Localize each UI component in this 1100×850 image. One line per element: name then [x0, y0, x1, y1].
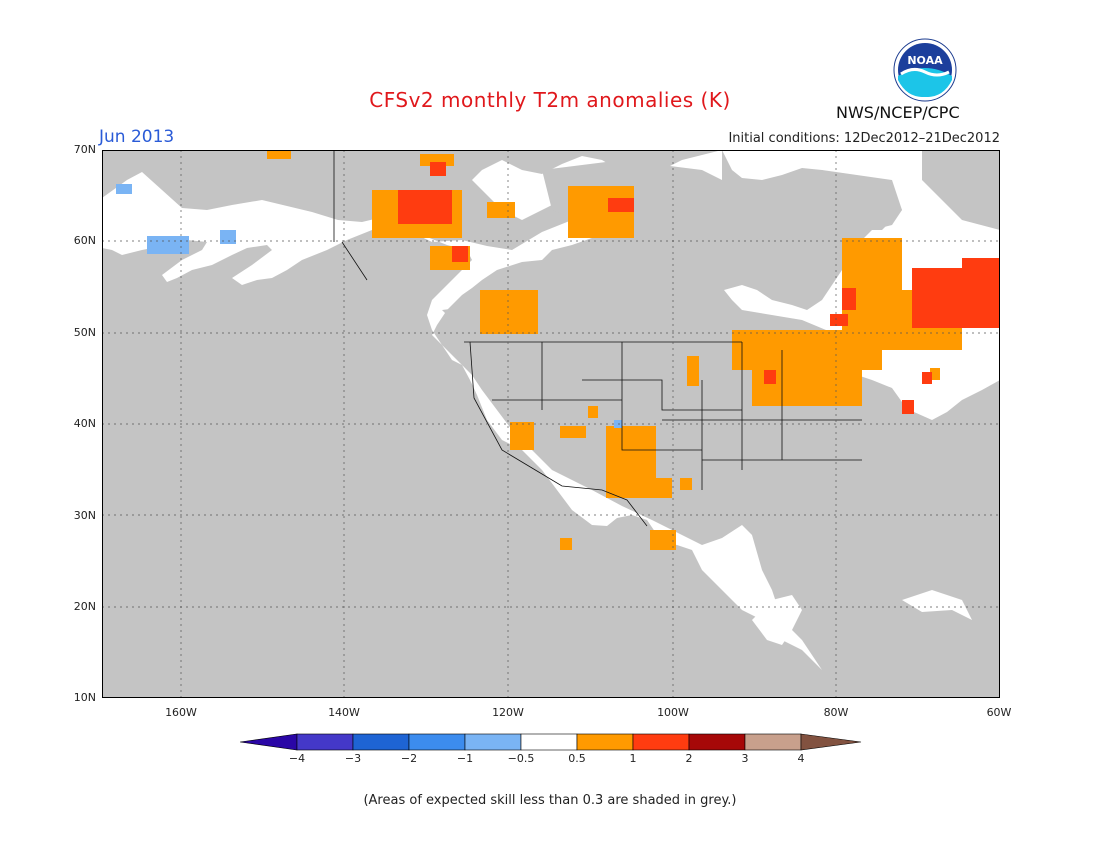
colorbar-label: 4 [797, 752, 805, 765]
y-tick-label: 70N [73, 143, 96, 156]
y-tick-label: 20N [73, 600, 96, 613]
x-tick-label: 160W [165, 706, 197, 719]
y-tick-label: 40N [73, 417, 96, 430]
map-frame [102, 150, 1000, 698]
chart-title: CFSv2 monthly T2m anomalies (K) [369, 88, 731, 112]
gridlines [102, 150, 1000, 698]
colorbar-segment [688, 733, 746, 751]
warm-anomaly-1-2 [398, 162, 1000, 414]
colorbar-segment [352, 733, 410, 751]
x-tick-label: 80W [823, 706, 849, 719]
y-tick-label: 50N [73, 326, 96, 339]
colorbar-label: −0.5 [507, 752, 535, 765]
noaa-logo: NOAA [893, 38, 957, 102]
colorbar [240, 733, 862, 751]
x-tick-label: 140W [328, 706, 360, 719]
colorbar-label: 1 [629, 752, 637, 765]
colorbar-segment [576, 733, 634, 751]
colorbar-label: −3 [344, 752, 362, 765]
skill-note: (Areas of expected skill less than 0.3 a… [363, 793, 737, 808]
colorbar-segment [744, 733, 802, 751]
forecast-month: Jun 2013 [99, 127, 175, 147]
colorbar-segment [408, 733, 466, 751]
y-tick-label: 30N [73, 509, 96, 522]
anomaly-map [102, 150, 1000, 698]
agency-label: NWS/NCEP/CPC [836, 103, 960, 122]
colorbar-label: 3 [741, 752, 749, 765]
colorbar-label: 0.5 [568, 752, 586, 765]
x-tick-label: 100W [657, 706, 689, 719]
boundaries [333, 150, 862, 527]
initial-conditions: Initial conditions: 12Dec2012–21Dec2012 [728, 131, 1000, 146]
colorbar-segment [296, 733, 354, 751]
colorbar-label: 2 [685, 752, 693, 765]
warm-anomaly-0_5-1 [267, 150, 962, 550]
colorbar-segment [800, 733, 862, 751]
logo-text: NOAA [907, 54, 943, 67]
colorbar-segment [240, 733, 298, 751]
colorbar-label: −2 [400, 752, 418, 765]
colorbar-label: −4 [288, 752, 306, 765]
y-tick-label: 10N [73, 691, 96, 704]
colorbar-segment [632, 733, 690, 751]
x-tick-label: 120W [492, 706, 524, 719]
colorbar-label: −1 [456, 752, 474, 765]
y-tick-label: 60N [73, 234, 96, 247]
colorbar-segment [520, 733, 578, 751]
x-tick-label: 60W [986, 706, 1012, 719]
colorbar-segment [464, 733, 522, 751]
